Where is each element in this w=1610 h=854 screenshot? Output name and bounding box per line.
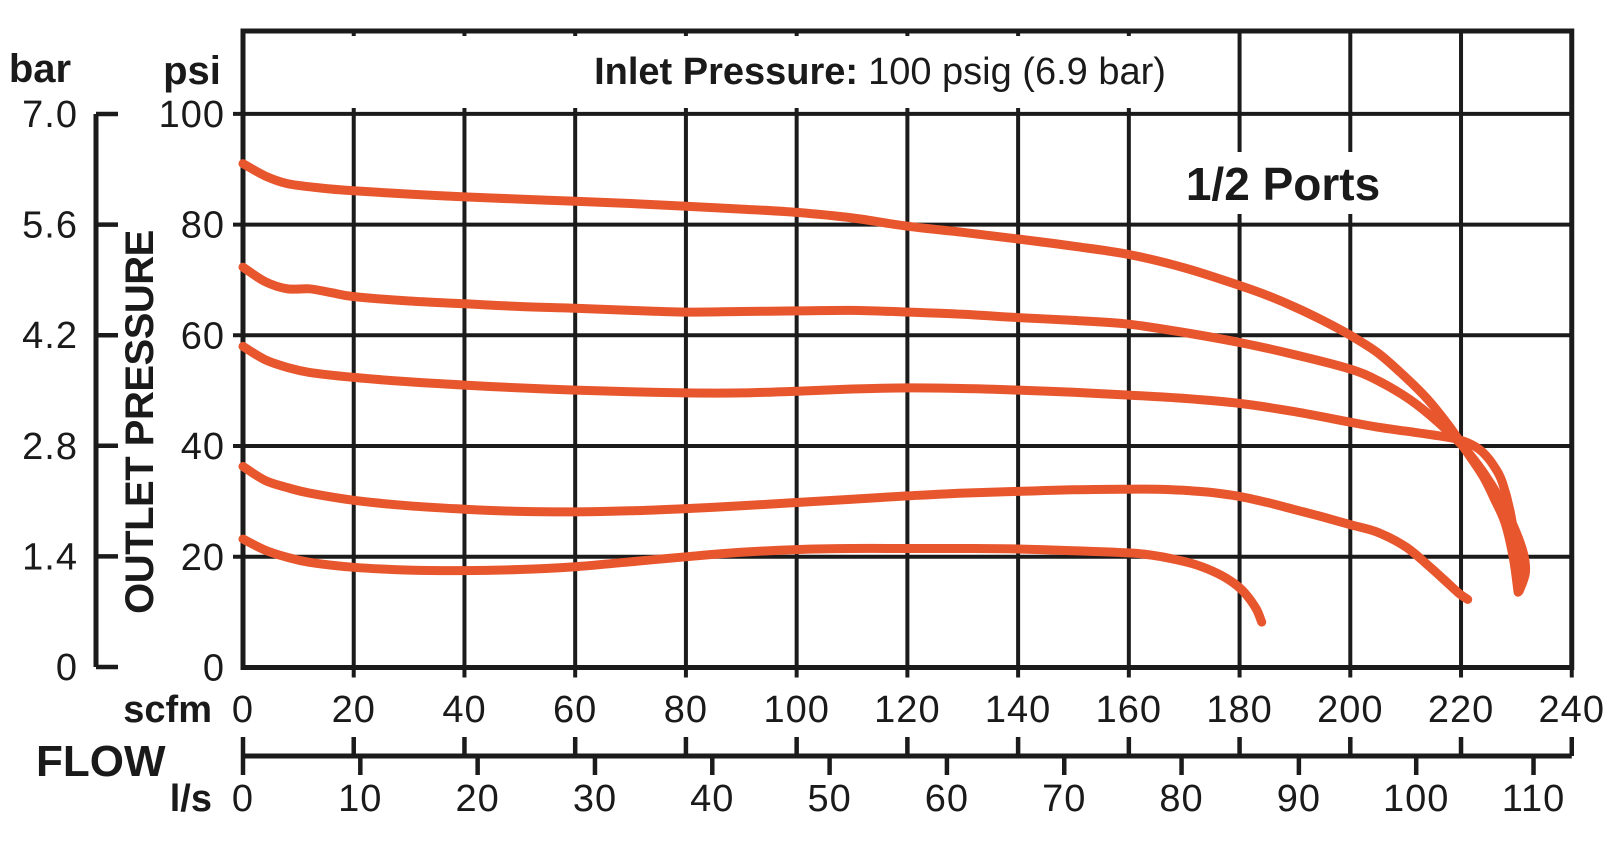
chart-title: Inlet Pressure: 100 psig (6.9 bar) <box>594 51 1166 93</box>
curve-3-setting-58psi <box>238 341 1524 594</box>
bar-tick-label-4.2: 4.2 <box>22 315 78 357</box>
psi-tick-label-60: 60 <box>181 315 225 357</box>
psi-tick-label-40: 40 <box>181 426 225 468</box>
x-axis-title: FLOW <box>36 737 166 786</box>
scfm-tick-label-20: 20 <box>332 689 376 731</box>
bar-tick-label-2.8: 2.8 <box>22 426 78 468</box>
curve-2-setting-72psi <box>238 262 1531 596</box>
ls-tick-label-30: 30 <box>573 778 617 820</box>
scfm-tick-label-100: 100 <box>763 689 829 731</box>
psi-tick-label-20: 20 <box>181 537 225 579</box>
psi-tick-label-100: 100 <box>159 94 225 136</box>
ls-unit-label: l/s <box>170 778 212 820</box>
scfm-tick-label-200: 200 <box>1317 689 1383 731</box>
curve-5-setting-23psi <box>238 534 1267 627</box>
bar-tick-label-5.6: 5.6 <box>22 205 78 247</box>
port-size-annotation: 1/2 Ports <box>1186 158 1380 210</box>
scfm-tick-label-220: 220 <box>1428 689 1494 731</box>
ls-tick-label-10: 10 <box>338 778 382 820</box>
scfm-unit-label: scfm <box>123 689 212 731</box>
ls-tick-label-90: 90 <box>1277 778 1321 820</box>
bar-unit-label: bar <box>9 47 71 91</box>
ls-tick-label-50: 50 <box>807 778 851 820</box>
psi-tick-label-80: 80 <box>181 205 225 247</box>
scfm-tick-label-40: 40 <box>442 689 486 731</box>
scfm-tick-label-120: 120 <box>874 689 940 731</box>
ls-tick-label-100: 100 <box>1383 778 1449 820</box>
scfm-tick-label-60: 60 <box>553 689 597 731</box>
ls-tick-label-70: 70 <box>1042 778 1086 820</box>
psi-tick-label-0: 0 <box>203 648 225 690</box>
chart-title-value: 100 psig (6.9 bar) <box>868 51 1166 93</box>
curve-1-setting-90psi <box>238 159 1523 597</box>
curve-layer <box>238 159 1531 627</box>
y-axis-title: OUTLET PRESSURE <box>118 230 162 614</box>
curve-4-setting-36psi <box>238 462 1473 604</box>
label-mask-layer <box>250 36 1394 214</box>
scfm-tick-label-80: 80 <box>664 689 708 731</box>
ls-tick-label-0: 0 <box>232 778 254 820</box>
chart-title-bold: Inlet Pressure: <box>594 51 858 93</box>
psi-unit-label: psi <box>163 49 221 93</box>
annotation-mask <box>1172 152 1394 214</box>
bar-tick-label-1.4: 1.4 <box>22 536 78 578</box>
ls-tick-label-20: 20 <box>455 778 499 820</box>
scfm-tick-label-0: 0 <box>232 689 254 731</box>
scfm-tick-label-240: 240 <box>1539 689 1605 731</box>
bar-tick-label-0: 0 <box>56 647 78 689</box>
ls-tick-label-80: 80 <box>1159 778 1203 820</box>
bar-tick-label-7.0: 7.0 <box>22 94 78 136</box>
title-mask <box>250 36 1155 108</box>
scfm-tick-label-140: 140 <box>985 689 1051 731</box>
scfm-tick-label-180: 180 <box>1206 689 1272 731</box>
ls-tick-label-110: 110 <box>1502 778 1566 820</box>
ls-tick-label-40: 40 <box>690 778 734 820</box>
ls-tick-label-60: 60 <box>925 778 969 820</box>
grid-layer <box>93 28 1575 775</box>
scfm-tick-label-160: 160 <box>1096 689 1162 731</box>
